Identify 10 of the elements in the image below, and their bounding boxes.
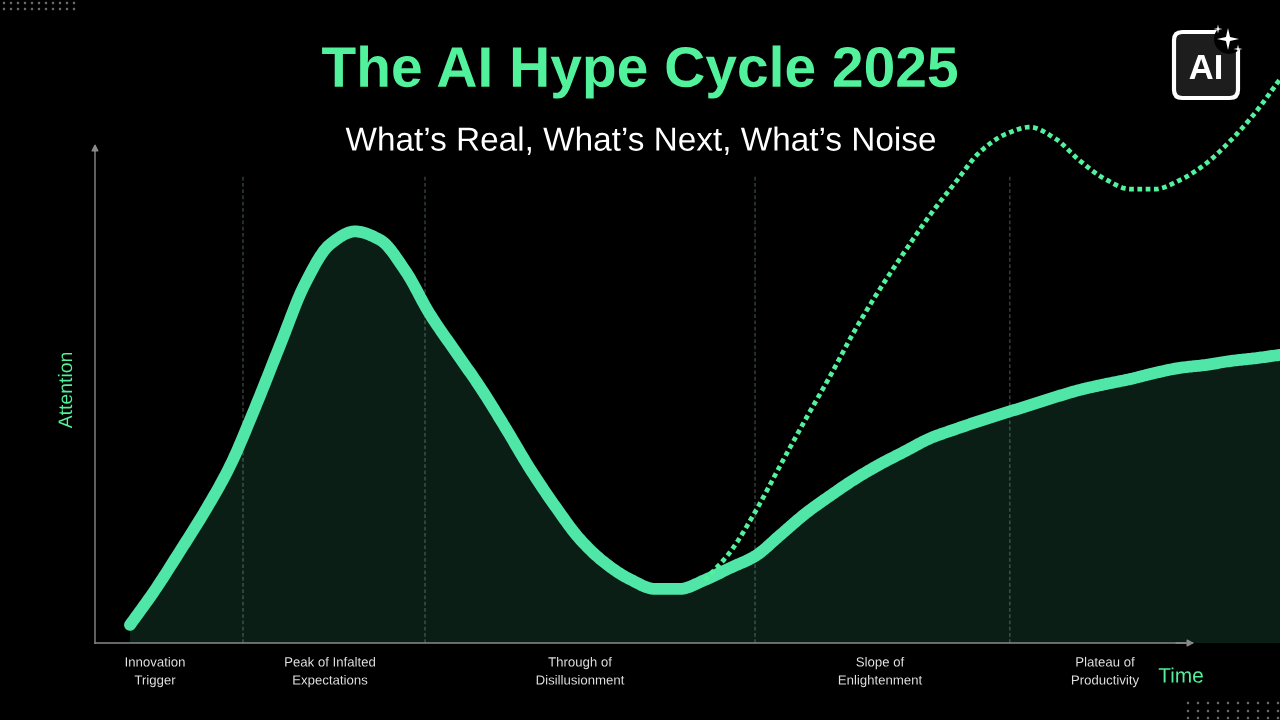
y-axis-title: Attention xyxy=(57,352,73,429)
x-tick-label: Slope of Enlightenment xyxy=(838,656,923,688)
chart-title: The AI Hype Cycle 2025 xyxy=(322,45,958,99)
x-tick-label: Plateau of Productivity xyxy=(1071,656,1140,688)
x-tick-label: Innovation Trigger xyxy=(125,656,185,688)
x-tick-label: Peak of Infalted Expectations xyxy=(285,656,375,688)
x-axis-title: Time xyxy=(1158,667,1203,683)
text: AI xyxy=(1189,55,1222,79)
x-tick-label: Through of Disillusionment xyxy=(536,656,625,685)
text: What’s Real, What’s Next, What’s Noise xyxy=(345,126,936,155)
